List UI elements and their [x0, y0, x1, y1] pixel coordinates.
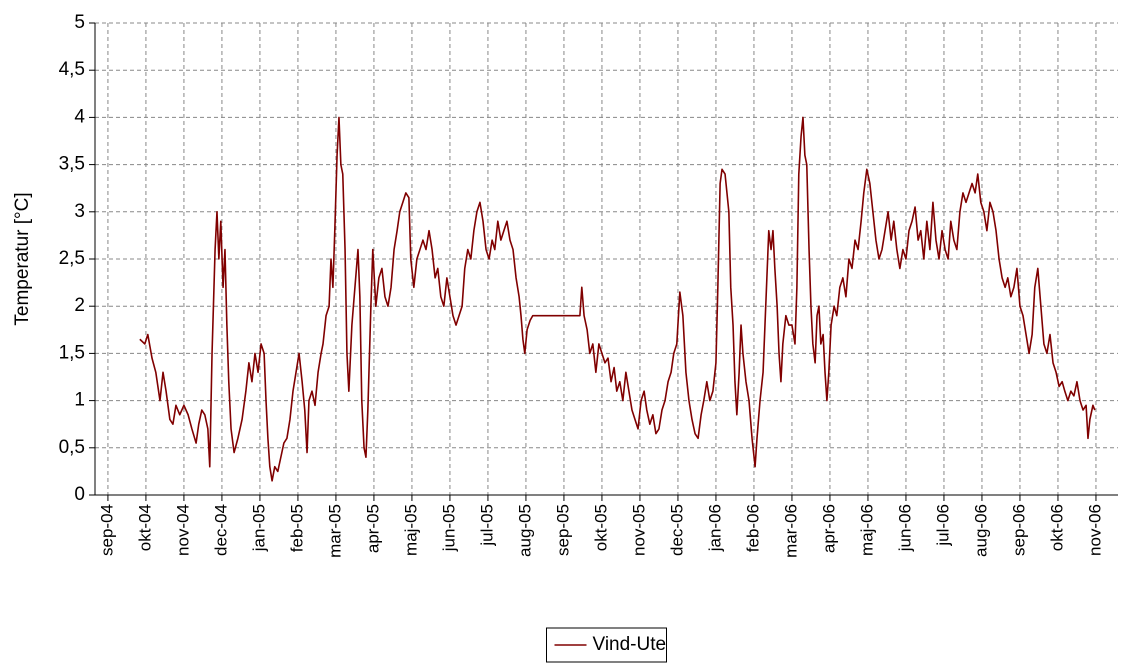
x-tick-label: jul-05	[477, 504, 496, 547]
y-tick-label: 4,5	[59, 59, 85, 80]
y-axis-label: Temperatur [°C]	[12, 192, 33, 325]
x-tick-label: dec-05	[667, 504, 686, 556]
y-tick-label: 1,5	[59, 342, 85, 363]
y-tick-label: 0,5	[59, 437, 85, 458]
x-tick-label: jan-05	[249, 504, 268, 552]
x-tick-label: nov-04	[173, 504, 192, 556]
y-tick-label: 1	[74, 390, 85, 411]
data-line	[139, 116, 1096, 482]
x-tick-label: jul-06	[933, 504, 952, 547]
y-tick-label: 5	[74, 12, 85, 33]
x-tick-label: maj-05	[401, 504, 420, 556]
x-tick-label: apr-05	[363, 504, 382, 553]
y-tick-label: 2,5	[59, 248, 85, 269]
x-tick-label: sep-04	[97, 504, 116, 556]
x-tick-label: nov-05	[629, 504, 648, 556]
x-tick-label: feb-06	[743, 504, 762, 552]
x-tick-label: mar-06	[781, 504, 800, 558]
x-tick-label: sep-06	[1009, 504, 1028, 556]
x-tick-label: apr-06	[819, 504, 838, 553]
y-tick-label: 2	[74, 295, 85, 316]
x-tick-label: jun-05	[439, 504, 458, 552]
x-tick-label: jan-06	[705, 504, 724, 552]
x-tick-label: jun-06	[895, 504, 914, 552]
x-tick-label: okt-04	[135, 504, 154, 551]
legend-label: Vind-Ute	[593, 634, 667, 655]
y-tick-label: 3,5	[59, 154, 85, 175]
y-tick-label: 4	[74, 106, 85, 127]
x-tick-label: mar-05	[325, 504, 344, 558]
x-tick-label: dec-04	[211, 504, 230, 556]
x-tick-label: maj-06	[857, 504, 876, 556]
x-tick-label: aug-05	[515, 504, 534, 557]
x-tick-label: feb-05	[287, 504, 306, 552]
x-tick-label: okt-06	[1047, 504, 1066, 551]
y-tick-label: 3	[74, 201, 85, 222]
x-tick-label: nov-06	[1085, 504, 1104, 556]
x-tick-label: aug-06	[971, 504, 990, 557]
y-tick-label: 0	[74, 484, 85, 505]
x-tick-label: sep-05	[553, 504, 572, 556]
x-tick-label: okt-05	[591, 504, 610, 551]
